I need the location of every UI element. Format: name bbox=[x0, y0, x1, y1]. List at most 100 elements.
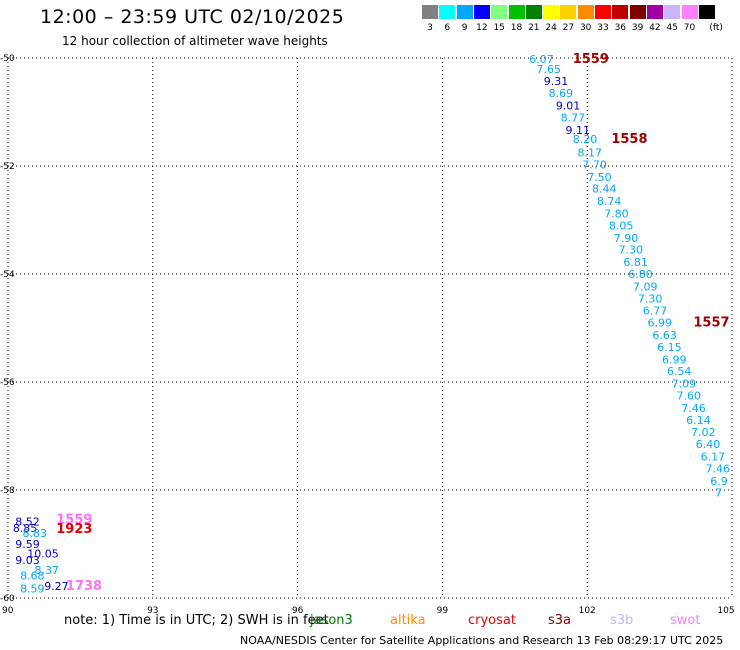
lat-tick-label: -54 bbox=[0, 270, 15, 280]
wave-height-label: 7.02 bbox=[691, 426, 716, 439]
satellite-label-jason3: jason3 bbox=[310, 613, 353, 628]
wave-height-label: 6.17 bbox=[701, 451, 726, 464]
legend-swatch bbox=[543, 5, 560, 19]
legend-label: 6 bbox=[444, 23, 451, 33]
wave-height-label: 8.83 bbox=[22, 527, 47, 540]
wave-height-label: 7 bbox=[715, 487, 722, 500]
wave-height-label: 9.01 bbox=[556, 100, 581, 113]
pass-time-label: 1558 bbox=[611, 132, 647, 147]
wave-height-label: 6.9 bbox=[710, 475, 728, 488]
legend-label: 45 bbox=[666, 23, 678, 33]
wave-height-label: 8.69 bbox=[549, 87, 574, 100]
page-title: 12:00 – 23:59 UTC 02/10/2025 bbox=[40, 6, 345, 28]
satellite-label-s3a: s3a bbox=[548, 613, 572, 628]
wave-height-label: 8.52 bbox=[15, 515, 39, 528]
lon-tick-label: 93 bbox=[147, 606, 158, 616]
satellite-label-cryosat: cryosat bbox=[468, 613, 516, 628]
legend-swatch bbox=[698, 5, 715, 19]
pass-time-label: 1738 bbox=[66, 579, 102, 594]
satellite-label-s3b: s3b bbox=[610, 613, 634, 628]
wave-height-label: 7.30 bbox=[638, 292, 663, 305]
legend-swatch bbox=[681, 5, 698, 19]
wave-height-label: 8.17 bbox=[578, 147, 603, 160]
wave-height-label: 8.59 bbox=[20, 582, 45, 595]
wave-height-label: 10.05 bbox=[27, 548, 59, 561]
legend-label: 24 bbox=[545, 23, 557, 33]
legend-swatch bbox=[664, 5, 681, 19]
wave-height-label: 6.99 bbox=[662, 353, 687, 366]
legend-swatch bbox=[508, 5, 525, 19]
wave-height-label: 7.70 bbox=[582, 158, 607, 171]
legend-swatch bbox=[491, 5, 508, 19]
lon-tick-label: 99 bbox=[437, 606, 449, 616]
legend-swatch bbox=[560, 5, 577, 19]
wave-height-label: 6.99 bbox=[648, 317, 673, 330]
legend-label: 30 bbox=[579, 23, 592, 33]
legend-swatch bbox=[439, 5, 456, 19]
wave-height-label: 7.09 bbox=[672, 378, 697, 391]
wave-height-label: 6.40 bbox=[696, 438, 721, 451]
wave-height-label: 8.05 bbox=[609, 219, 634, 232]
legend-unit: (ft) bbox=[709, 23, 723, 33]
wave-height-label: 9.31 bbox=[544, 75, 569, 88]
wave-height-label: 8.44 bbox=[592, 183, 617, 196]
legend-swatch bbox=[422, 5, 438, 19]
legend-swatch bbox=[612, 5, 629, 19]
lon-tick-label: 105 bbox=[717, 606, 734, 616]
wave-height-label: 7.50 bbox=[587, 171, 612, 184]
wave-height-label: 8.37 bbox=[35, 564, 60, 577]
legend-swatch bbox=[629, 5, 646, 19]
wave-height-label: 6.14 bbox=[686, 414, 711, 427]
legend-label: 15 bbox=[493, 23, 505, 33]
wave-height-label: 7.46 bbox=[705, 462, 730, 475]
legend-label: 27 bbox=[562, 23, 575, 33]
legend-swatch bbox=[646, 5, 663, 19]
legend-swatch bbox=[525, 5, 542, 19]
wave-height-label: 7.09 bbox=[633, 280, 658, 293]
legend-swatch bbox=[577, 5, 594, 19]
legend-swatch bbox=[473, 5, 490, 19]
legend-swatch bbox=[456, 5, 473, 19]
wave-height-label: 7.46 bbox=[681, 402, 706, 415]
wave-height-label: 9.11 bbox=[565, 124, 590, 137]
wave-height-label: 8.68 bbox=[20, 569, 45, 582]
wave-height-label: 7.80 bbox=[604, 208, 629, 221]
wave-height-label: 8.77 bbox=[561, 111, 586, 124]
lat-tick-label: -56 bbox=[0, 378, 15, 388]
page-subtitle: 12 hour collection of altimeter wave hei… bbox=[62, 34, 328, 48]
wave-height-label: 6.07 bbox=[529, 53, 554, 66]
wave-height-label: 6.63 bbox=[652, 329, 677, 342]
wave-height-label: 7.60 bbox=[676, 390, 701, 403]
legend-label: 36 bbox=[614, 23, 627, 33]
pass-time-label: 1557 bbox=[693, 316, 729, 331]
wave-height-label: 9.03 bbox=[15, 554, 39, 567]
pass-time-label: 1923 bbox=[56, 522, 92, 537]
lat-tick-label: -52 bbox=[0, 162, 15, 172]
legend-label: 42 bbox=[649, 23, 661, 33]
wave-height-label: 6.81 bbox=[623, 256, 648, 269]
lat-tick-label: -60 bbox=[0, 594, 15, 604]
wave-height-label: 6.80 bbox=[628, 268, 653, 281]
wave-height-label: 6.54 bbox=[667, 365, 692, 378]
legend-label: 9 bbox=[461, 23, 468, 33]
lat-tick-label: -50 bbox=[0, 54, 15, 64]
satellite-label-swot: swot bbox=[670, 613, 701, 628]
satellite-label-altika: altika bbox=[390, 613, 426, 628]
lon-tick-label: 102 bbox=[579, 606, 596, 616]
legend-label: 18 bbox=[510, 23, 523, 33]
legend-label: 70 bbox=[683, 23, 696, 33]
wave-height-label: 9.59 bbox=[15, 538, 39, 551]
footer-credit: NOAA/NESDIS Center for Satellite Applica… bbox=[240, 634, 724, 647]
lon-tick-label: 96 bbox=[292, 606, 304, 616]
wave-height-label: 6.77 bbox=[643, 305, 668, 318]
wave-height-label: 7.65 bbox=[537, 63, 562, 76]
pass-time-label: 1559 bbox=[56, 513, 92, 528]
note-text: note: 1) Time is in UTC; 2) SWH is in fe… bbox=[64, 613, 329, 628]
legend-label: 3 bbox=[427, 23, 433, 33]
legend-swatch bbox=[595, 5, 611, 19]
wave-height-label: 7.30 bbox=[619, 244, 644, 257]
lon-tick-label: 90 bbox=[2, 606, 14, 616]
wave-height-label: 9.27 bbox=[44, 580, 68, 593]
